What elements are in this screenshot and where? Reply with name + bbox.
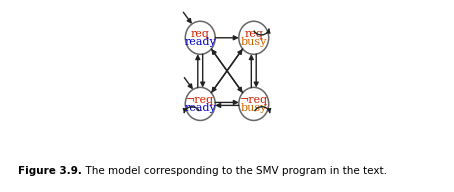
Text: The model corresponding to the SMV program in the text.: The model corresponding to the SMV progr… [79,166,387,176]
Text: Figure 3.9.: Figure 3.9. [18,166,82,176]
Text: busy: busy [241,37,267,47]
Text: ¬req: ¬req [186,95,214,105]
Text: ready: ready [184,103,216,113]
Text: req: req [244,29,263,39]
Text: req: req [191,29,210,39]
Ellipse shape [185,87,215,120]
Text: ready: ready [184,37,216,47]
Text: busy: busy [241,103,267,113]
Ellipse shape [239,87,269,120]
Ellipse shape [239,21,269,54]
Ellipse shape [185,21,215,54]
Text: ¬req: ¬req [240,95,268,105]
